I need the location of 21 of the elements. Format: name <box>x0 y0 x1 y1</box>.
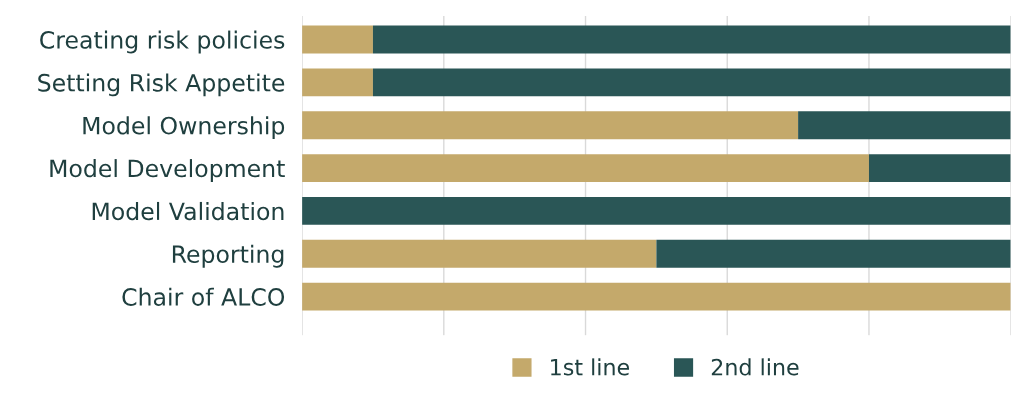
bar <box>302 196 1011 225</box>
legend-label: 2nd line <box>711 358 799 376</box>
y-tick-label: Model Development <box>50 159 285 182</box>
bar <box>302 239 657 268</box>
bar <box>868 154 1011 182</box>
bar <box>302 282 1011 311</box>
bar <box>372 68 1011 97</box>
y-tick-label: Model Ownership <box>83 116 285 140</box>
bar <box>656 239 1011 268</box>
bar <box>302 68 373 97</box>
bar <box>798 111 1011 140</box>
y-tick-label: Creating risk policies <box>40 30 285 54</box>
y-tick-label: Model Validation <box>92 201 284 221</box>
y-tick-label: Chair of ALCO <box>122 287 285 306</box>
y-tick-label: Setting Risk Appetite <box>38 73 285 97</box>
legend-label: 1st line <box>551 358 630 376</box>
y-tick-label: Reporting <box>172 244 284 268</box>
bar <box>372 25 1011 54</box>
bar <box>302 154 869 182</box>
bar <box>302 111 799 140</box>
bar <box>302 25 373 54</box>
